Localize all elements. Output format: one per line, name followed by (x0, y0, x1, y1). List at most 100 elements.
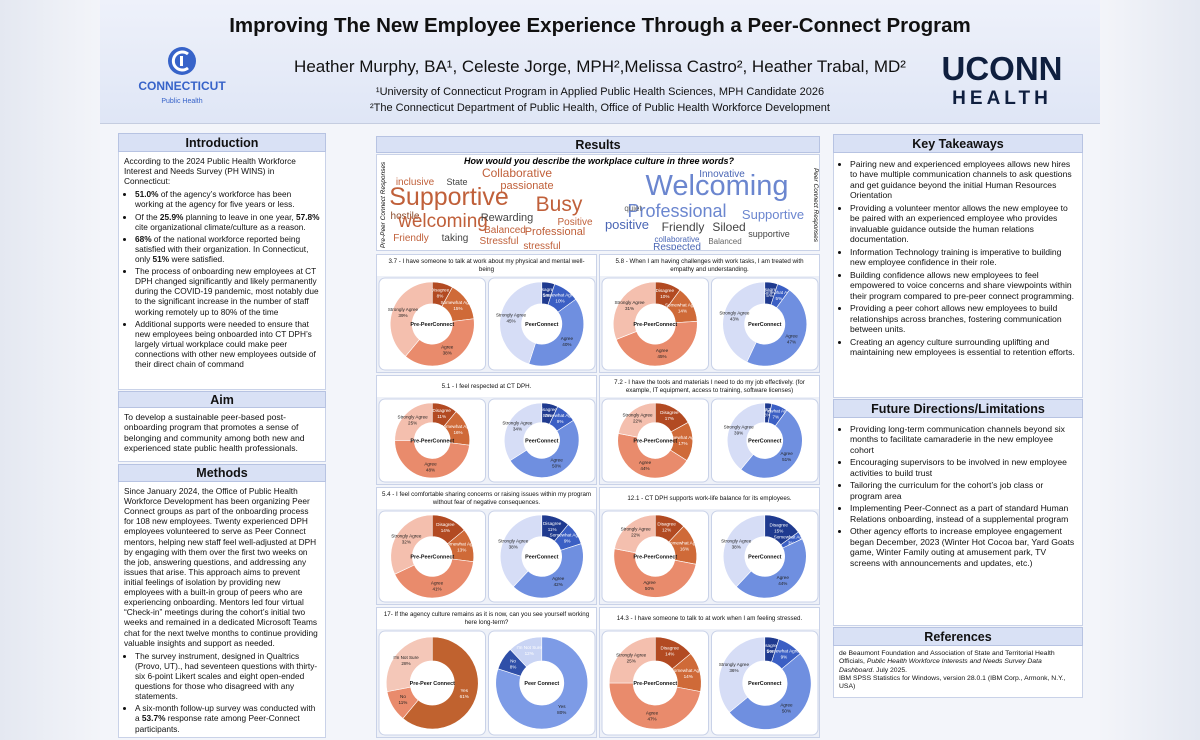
segment-label: Somewhat Agree (667, 541, 702, 546)
bullet: A six-month follow-up survey was conduct… (135, 703, 320, 733)
segment-label: Strongly Agree (719, 311, 750, 316)
donut-segment (495, 636, 589, 730)
cloud-word: Balanced (484, 225, 526, 236)
bullet: Additional supports were needed to ensur… (135, 319, 320, 370)
segment-label: No (510, 658, 516, 663)
text-run: of the agency’s workforce has been worki… (135, 189, 295, 210)
segment-label: Agree (431, 580, 444, 585)
section-heading: Results (376, 136, 820, 153)
chart-block: 5.1 - I feel respected at CT DPH. Disagre… (376, 375, 597, 485)
segment-label: I'm Not Sure (393, 655, 419, 660)
bullet-list: Providing long-term communication channe… (839, 424, 1077, 568)
text-run: 51% (152, 253, 170, 264)
cloud-word: passionate (500, 180, 553, 192)
segment-value: 47% (787, 339, 796, 344)
donut-segment (723, 514, 766, 588)
segment-value: 9% (557, 419, 564, 424)
segment-value: 8% (437, 293, 444, 298)
segment-value: 44% (640, 466, 649, 471)
logo-line: UCONN (942, 50, 1063, 87)
segment-label: Disagree (539, 407, 558, 412)
segment-value: 22% (631, 532, 640, 537)
bullet: The Likert Scale questions were evaluate… (135, 736, 320, 737)
segment-value: 7% (772, 415, 779, 420)
donut-segment (405, 318, 475, 367)
segment-label: Agree (561, 336, 574, 341)
segment-label: Somewhat Agree (766, 648, 801, 653)
segment-label: Strongly Agree (621, 526, 652, 531)
chart-question: 14.3 - I have someone to talk to at work… (600, 608, 819, 629)
cloud-word: Stressful (480, 236, 519, 247)
segment-value: 38% (443, 351, 452, 356)
cloud-word: positive (605, 217, 649, 232)
segment-label: Agree (780, 703, 793, 708)
segment-label: Strongly Agree (724, 425, 755, 430)
segment-label: Disagree (436, 522, 455, 527)
segment-value: 8% (510, 664, 517, 669)
logo-left: CONNECTICUT Public Health (138, 47, 226, 105)
segment-label: Strongly Agree (388, 307, 419, 312)
segment-label: Disagree (432, 408, 451, 413)
donut-segment (402, 636, 479, 730)
segment-label: Disagree (537, 287, 556, 292)
segment-value: 40% (562, 342, 571, 347)
text-run: Public Health Workforce Interests and Ne… (839, 658, 1042, 674)
donut-center-label: Pre-PeerConnect (410, 322, 454, 328)
segment-value: 50% (645, 586, 654, 591)
segment-value: 44% (778, 581, 787, 586)
segment-label: Agree (552, 576, 565, 581)
donut-center-label: PeerConnect (748, 439, 781, 445)
donut-segment (394, 402, 433, 441)
segment-value: 45% (657, 354, 666, 359)
bullet: Creating an agency culture surrounding u… (850, 337, 1077, 358)
segment-label: Yes (558, 704, 566, 709)
section-heading: Aim (118, 391, 326, 408)
segment-value: 13% (457, 547, 466, 552)
donut-segment (389, 281, 433, 357)
donut-center-label: Pre-PeerConnect (410, 555, 454, 561)
section-body: Since January 2024, the Office of Public… (118, 482, 326, 738)
segment-label: Strongly Agree (622, 413, 653, 418)
segment-value: 11% (548, 527, 557, 532)
header (100, 0, 1100, 124)
bullet: Tailoring the curriculum for the cohort’… (850, 480, 1077, 501)
cloud-word: hostile (391, 211, 420, 222)
segment-label: Disagree (761, 643, 780, 648)
text-run: A six-month follow-up survey was conduct… (135, 703, 316, 724)
chart-question: 5.8 - When I am having challenges with w… (600, 255, 819, 276)
segment-label: Somewhat Agree (665, 303, 700, 308)
donut-center-label: PeerConnect (525, 439, 558, 445)
chart-block: 14.3 - I have someone to talk to at work… (599, 607, 820, 738)
donut-center-label: PeerConnect (748, 555, 781, 561)
segment-value: 43% (730, 317, 739, 322)
chart-question: 17- If the agency culture remains as it … (377, 608, 596, 629)
cloud-word: Busy (536, 193, 583, 216)
cloud-word: collaborative (655, 235, 700, 244)
segment-value: 14% (684, 674, 693, 679)
chart-block: 5.8 - When I am having challenges with w… (599, 254, 820, 373)
segment-value: 42% (554, 582, 563, 587)
segment-label: Agree (785, 333, 798, 338)
segment-label: Somewhat Agree (543, 292, 578, 297)
bullet: Pairing new and experienced employees al… (850, 159, 1077, 201)
segment-value: 22% (633, 419, 642, 424)
cloud-word: Siloed (712, 220, 745, 234)
segment-label: Somewhat Agree (774, 534, 809, 539)
cloud-word: Supportive (389, 183, 509, 211)
segment-label: Disagree (661, 646, 680, 651)
segment-label: No (400, 694, 406, 699)
section-body: According to the 2024 Public Health Work… (118, 152, 326, 390)
donut-segment (722, 281, 766, 363)
chart-question: 7.2 - I have the tools and materials I n… (600, 376, 819, 397)
paragraph: According to the 2024 Public Health Work… (124, 156, 296, 187)
donut-center-label: PeerConnect (525, 555, 558, 561)
cloud-word: Friendly (662, 220, 705, 234)
segment-label: Somewhat Agree (761, 290, 796, 295)
donut-segment (728, 653, 812, 730)
segment-value: 3% (764, 412, 771, 417)
segment-value: 12% (662, 527, 671, 532)
section-heading: References (833, 627, 1083, 646)
bullet: Providing long-term communication channe… (850, 424, 1077, 455)
cloud-word: Respected (653, 242, 701, 251)
